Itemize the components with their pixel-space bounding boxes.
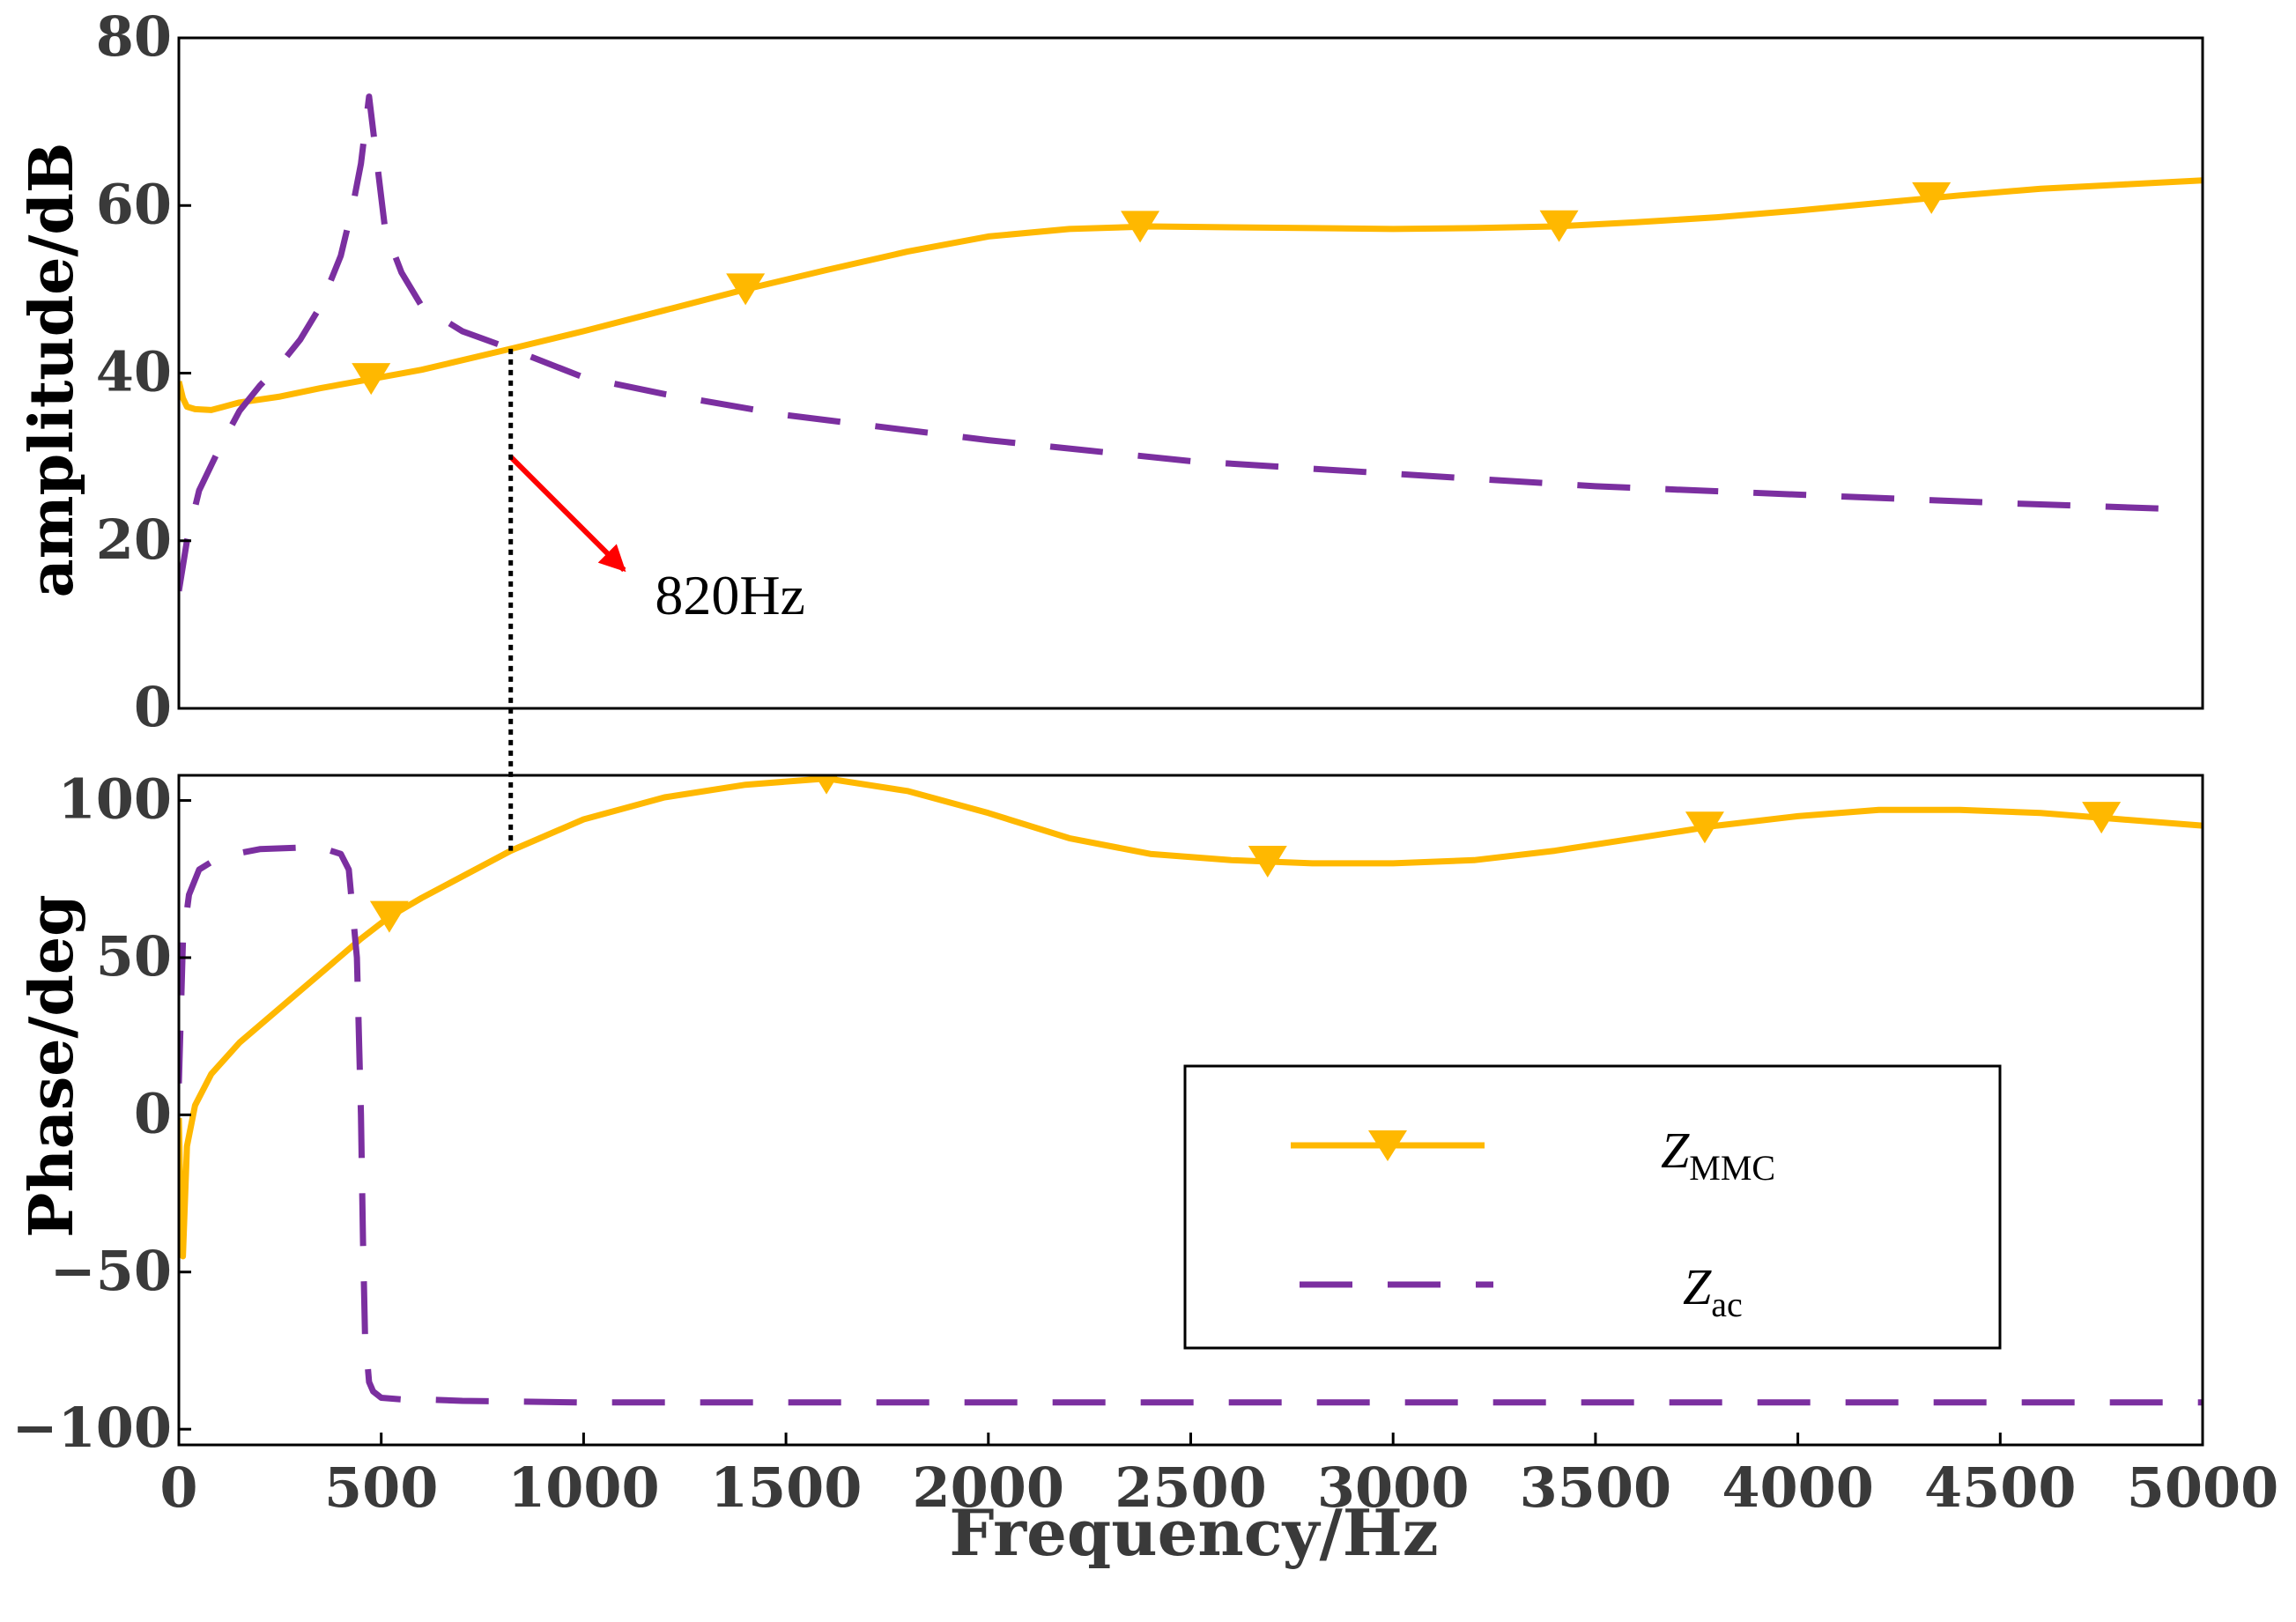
amplitude-plot-frame <box>177 36 2204 710</box>
ytick-label: 0 <box>134 675 172 739</box>
data-marker <box>1912 181 1952 214</box>
xtick-label: 2500 <box>1115 1455 1267 1520</box>
amplitude-panel: 0 20 40 60 80 amplitude/dB 820Hz <box>17 4 2204 739</box>
phase-panel: −100 −50 0 50 100 0 500 1000 1500 2000 2500 3000 35… <box>12 767 2279 1570</box>
frequency-xlabel: Frequency/Hz <box>949 1495 1438 1570</box>
ytick-label: 80 <box>96 4 172 69</box>
series-line-z-mmc <box>179 775 2203 1260</box>
ytick-label: −100 <box>12 1396 172 1460</box>
xtick-label: 5000 <box>2127 1455 2279 1520</box>
data-marker <box>369 900 409 933</box>
ytick-label: 60 <box>96 172 172 236</box>
ytick-label: 100 <box>58 767 172 832</box>
xtick-label: 1500 <box>710 1455 863 1520</box>
data-marker <box>814 775 839 795</box>
ytick-label: 0 <box>134 1081 172 1145</box>
ytick-label: −50 <box>50 1239 172 1303</box>
ytick-label: 50 <box>96 924 172 989</box>
xtick-label: 1000 <box>507 1455 660 1520</box>
ytick-label: 40 <box>96 340 172 404</box>
data-marker <box>1121 211 1160 243</box>
xtick-label: 3500 <box>1520 1455 1672 1520</box>
phase-ylabel: Phase/deg <box>17 894 87 1237</box>
data-marker <box>726 273 766 306</box>
xtick-label: 4500 <box>1924 1455 2077 1520</box>
xtick-label: 4000 <box>1722 1455 1874 1520</box>
xtick-label: 0 <box>159 1455 197 1520</box>
series-line-z-ac <box>179 844 2203 1406</box>
legend-zmmc-marker-icon <box>1368 1130 1407 1161</box>
amplitude-ylabel: amplitude/dB <box>17 143 87 598</box>
data-marker <box>352 363 391 396</box>
annotation-820hz: 820Hz <box>655 564 805 626</box>
arrow-820hz <box>508 455 626 573</box>
data-marker <box>1248 845 1287 878</box>
data-marker <box>1685 811 1724 844</box>
xtick-label: 2000 <box>913 1455 1065 1520</box>
xtick-label: 3000 <box>1317 1455 1470 1520</box>
legend-box <box>1183 1064 2002 1350</box>
data-marker <box>2082 802 2122 834</box>
xtick-label: 500 <box>324 1455 438 1520</box>
legend: ZMMC Zac <box>1183 1064 2002 1350</box>
legend-zac-label: Zac <box>1683 1258 1743 1324</box>
series-line-z-ac <box>179 93 2171 592</box>
data-marker <box>1539 210 1579 242</box>
ytick-label: 20 <box>96 507 172 572</box>
legend-zmmc-label: ZMMC <box>1661 1122 1775 1188</box>
series-line-z-mmc <box>179 177 2203 413</box>
